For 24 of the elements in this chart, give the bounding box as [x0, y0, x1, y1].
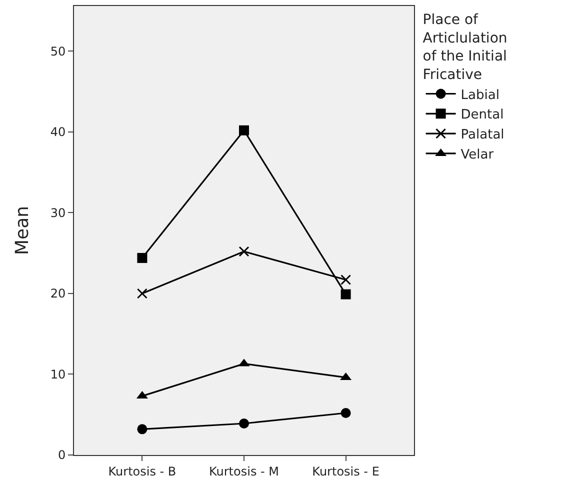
point: [136, 288, 148, 299]
point: [137, 252, 148, 263]
y-tick-label: 10: [50, 367, 66, 382]
legend-label: Dental: [460, 108, 504, 123]
y-tick-label: 20: [50, 286, 66, 301]
legend-label: Velar: [460, 148, 494, 163]
point: [239, 125, 249, 136]
legend-label: Palatal: [460, 128, 504, 143]
x-tick-label: Kurtosis - E: [312, 464, 380, 478]
y-tick-label: 0: [58, 448, 66, 462]
point: [239, 418, 249, 429]
point: [340, 274, 352, 286]
point: [340, 289, 351, 300]
legend-label: Labial: [460, 88, 500, 103]
y-axis-title: Mean: [12, 206, 33, 256]
point: [238, 246, 250, 257]
x-tick-label: Kurtosis - M: [208, 464, 280, 478]
point: [340, 408, 351, 418]
y-tick-label: 40: [50, 125, 66, 140]
y-tick-label: 50: [50, 44, 66, 58]
point: [137, 424, 148, 434]
x-tick-label: Kurtosis - B: [108, 464, 176, 478]
legend-title: Place of Articlulation of the Initial Fricative: [422, 12, 508, 83]
y-tick-label: 30: [50, 206, 66, 220]
